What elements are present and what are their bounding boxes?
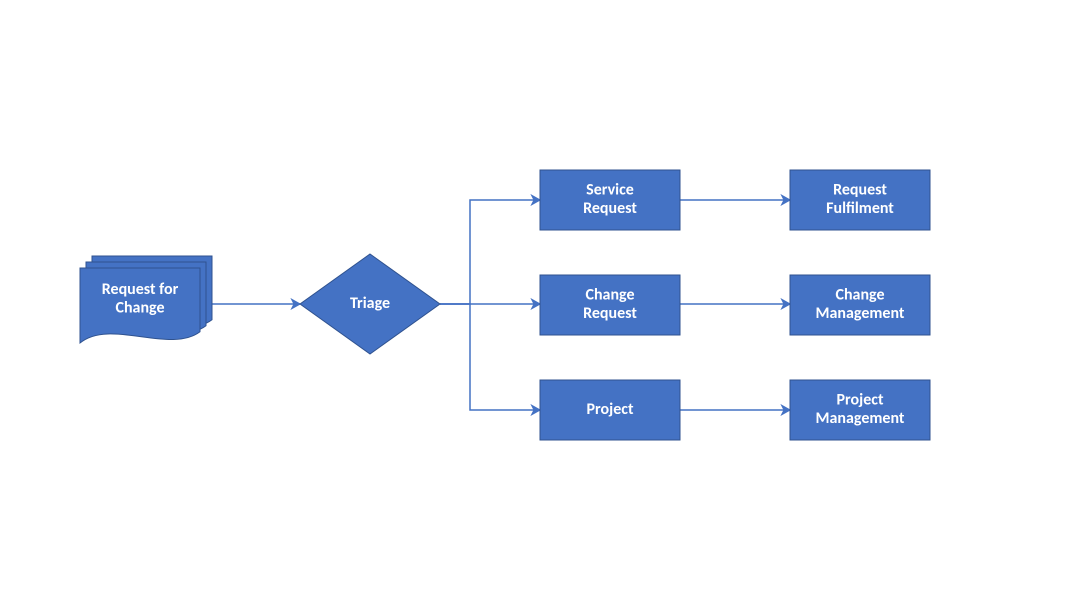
node-label: Management [816,304,905,323]
node-request-fulfilment: RequestFulfilment [790,170,930,230]
node-label: Fulfilment [826,199,894,218]
node-project-management: ProjectManagement [790,380,930,440]
edge-triage-to-project [440,304,540,410]
node-label: Change [115,299,164,318]
node-change-management: ChangeManagement [790,275,930,335]
node-label: Project [837,391,884,410]
node-label: Request [583,304,637,323]
node-service-request: ServiceRequest [540,170,680,230]
node-change-request: ChangeRequest [540,275,680,335]
flowchart-canvas: Request forChangeTriageServiceRequestCha… [0,0,1080,608]
node-label: Change [835,286,884,305]
node-label: Service [586,181,634,200]
node-triage: Triage [300,254,440,354]
node-label: Request [833,181,887,200]
node-rfc: Request forChange [80,256,212,343]
node-label: Triage [350,294,390,313]
node-project: Project [540,380,680,440]
edge-triage-to-service-request [440,200,540,304]
node-label: Request [583,199,637,218]
node-label: Request for [102,280,179,299]
node-label: Change [585,286,634,305]
node-label: Management [816,409,905,428]
node-label: Project [587,400,634,419]
